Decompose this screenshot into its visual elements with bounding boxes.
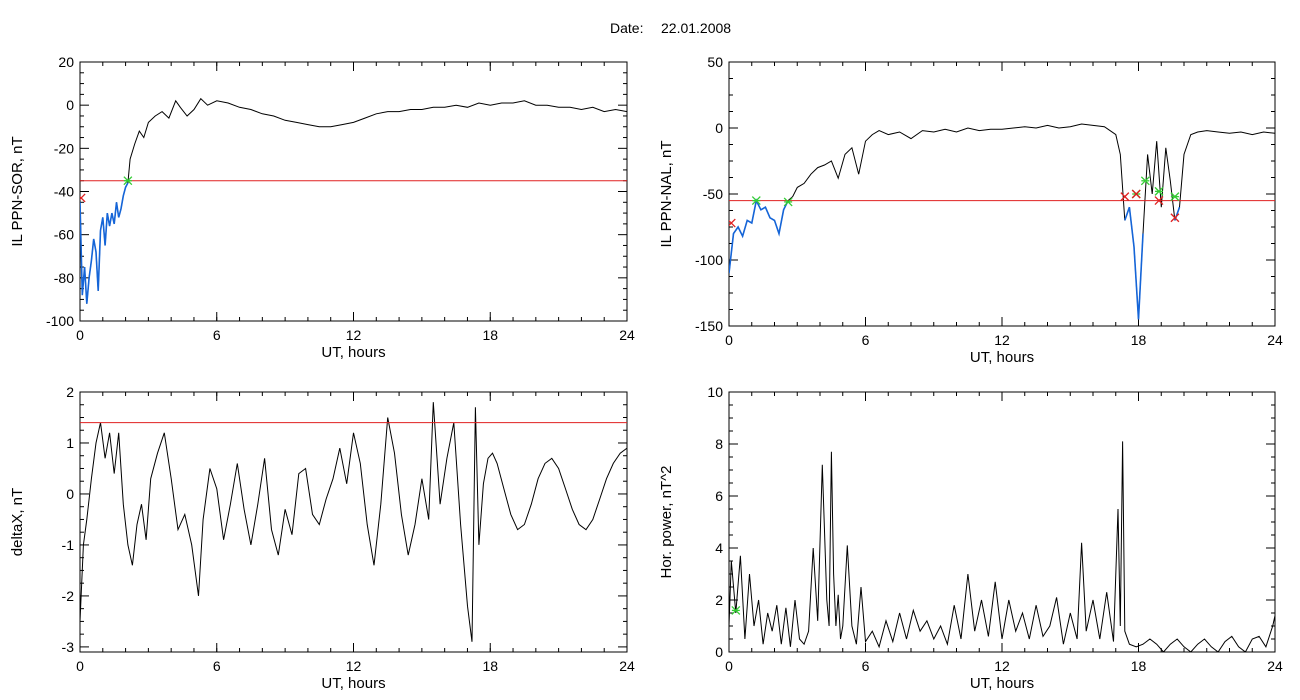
y-axis-label: IL PPN-NAL, nT <box>658 141 675 248</box>
y-tick-label: -3 <box>62 639 75 655</box>
plot-area <box>80 402 627 642</box>
start-marker <box>1140 176 1150 186</box>
end-marker <box>1120 192 1130 202</box>
plot-area <box>80 97 627 304</box>
y-tick-label: -50 <box>703 186 723 202</box>
marker-stroke <box>1131 189 1141 199</box>
marker-stroke <box>1170 213 1180 223</box>
y-axis-label: IL PPN-SOR, nT <box>9 136 26 246</box>
data-trace <box>80 402 627 642</box>
y-tick-label: 0 <box>66 97 74 113</box>
x-tick-label: 0 <box>725 332 733 348</box>
x-tick-label: 6 <box>213 327 221 343</box>
start-marker <box>123 176 133 186</box>
x-tick-label: 12 <box>994 332 1010 348</box>
y-tick-label: 10 <box>707 384 723 400</box>
x-axis-label: UT, hours <box>321 344 385 361</box>
x-tick-label: 12 <box>346 327 362 343</box>
chart-panel-1: 0 6 12 18 24 -100 -80 -60 -40 -20 0 20 UT, hours IL P… <box>9 54 635 361</box>
y-tick-label: -100 <box>46 313 74 329</box>
data-trace <box>729 441 1275 652</box>
x-tick-label: 12 <box>346 658 362 674</box>
x-axis-label: UT, hours <box>970 675 1034 692</box>
y-tick-label: -1 <box>62 537 75 553</box>
y-tick-label: 1 <box>66 435 74 451</box>
start-marker <box>1154 186 1164 196</box>
y-tick-label: 8 <box>715 436 723 452</box>
plot-area <box>729 123 1275 320</box>
x-tick-label: 0 <box>76 658 84 674</box>
x-tick-label: 0 <box>76 327 84 343</box>
y-tick-label: -40 <box>54 184 74 200</box>
marker-stroke <box>1154 196 1164 206</box>
y-tick-label: -20 <box>54 140 74 156</box>
x-tick-label: 24 <box>1267 332 1283 348</box>
y-tick-label: -100 <box>695 252 723 268</box>
substorm-trace <box>729 198 789 274</box>
x-tick-label: 18 <box>482 327 498 343</box>
y-axis-label: Hor. power, nT^2 <box>658 466 675 579</box>
date-value: 22.01.2008 <box>661 20 731 36</box>
start-marker <box>783 197 793 207</box>
x-tick-label: 12 <box>994 658 1010 674</box>
end-marker <box>729 218 736 228</box>
start-marker <box>751 196 761 206</box>
end-marker <box>1131 189 1141 199</box>
substorm-trace <box>1124 206 1144 320</box>
plot-frame <box>728 61 1276 327</box>
x-tick-label: 24 <box>1267 658 1283 674</box>
x-tick-label: 6 <box>862 332 870 348</box>
x-tick-label: 6 <box>213 658 221 674</box>
y-tick-label: 0 <box>715 120 723 136</box>
marker-stroke <box>729 218 736 227</box>
x-axis-label: UT, hours <box>321 675 385 692</box>
marker-stroke <box>80 193 86 201</box>
y-tick-label: -150 <box>695 318 723 334</box>
y-tick-label: 2 <box>66 384 74 400</box>
x-tick-label: 24 <box>619 327 635 343</box>
start-marker <box>731 605 741 615</box>
plot-frame <box>79 391 628 653</box>
substorm-trace <box>80 182 129 304</box>
y-tick-label: -60 <box>54 227 74 243</box>
plot-frame <box>79 61 628 322</box>
y-tick-label: 6 <box>715 488 723 504</box>
start-marker <box>1170 192 1180 202</box>
x-tick-label: 18 <box>482 658 498 674</box>
y-tick-label: 0 <box>66 486 74 502</box>
y-tick-label: 4 <box>715 540 723 556</box>
x-tick-label: 24 <box>619 658 635 674</box>
end-marker <box>1170 213 1180 223</box>
y-tick-label: -2 <box>62 588 75 604</box>
marker-stroke <box>1120 192 1130 202</box>
data-trace <box>80 97 627 304</box>
plot-frame <box>728 391 1276 653</box>
chart-panel-2: 0 6 12 18 24 -150 -100 -50 0 50 UT, hours IL PPN-NA… <box>658 54 1283 366</box>
y-tick-label: 0 <box>715 644 723 660</box>
y-tick-label: 2 <box>715 592 723 608</box>
end-marker <box>1154 196 1164 206</box>
data-trace <box>729 123 1275 320</box>
y-tick-label: -80 <box>54 270 74 286</box>
x-tick-label: 18 <box>1131 658 1147 674</box>
x-tick-label: 18 <box>1131 332 1147 348</box>
plot-area <box>729 441 1275 652</box>
x-tick-label: 6 <box>862 658 870 674</box>
x-tick-label: 0 <box>725 658 733 674</box>
y-tick-label: 20 <box>58 54 74 70</box>
y-axis-label: deltaX, nT <box>9 488 26 556</box>
end-marker <box>80 193 86 203</box>
x-axis-label: UT, hours <box>970 349 1034 366</box>
y-tick-label: 50 <box>707 54 723 70</box>
date-label: Date: <box>610 20 643 36</box>
